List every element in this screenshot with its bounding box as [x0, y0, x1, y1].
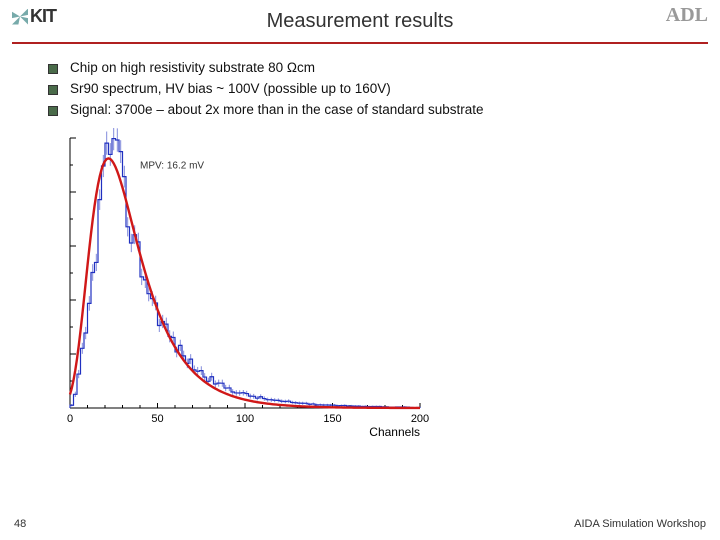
- spectrum-chart: 0 50 100 150 200Channels MPV: 16.2 mV: [30, 128, 430, 448]
- logo-left-text: KIT: [30, 6, 56, 27]
- svg-text:100: 100: [236, 413, 254, 425]
- logo-left: KIT: [12, 6, 56, 27]
- svg-text:MPV: 16.2 mV: MPV: 16.2 mV: [140, 161, 204, 172]
- svg-text:0: 0: [67, 413, 73, 425]
- chart-svg: 0 50 100 150 200Channels MPV: 16.2 mV: [30, 128, 430, 448]
- svg-text:Channels: Channels: [369, 425, 420, 439]
- footer-right-text: AIDA Simulation Workshop: [574, 518, 706, 530]
- bullet-item: Sr90 spectrum, HV bias ~ 100V (possible …: [48, 79, 720, 100]
- page-title: Measurement results: [267, 10, 454, 33]
- title-underline: [12, 42, 708, 44]
- bullet-list: Chip on high resistivity substrate 80 Ωc…: [48, 58, 720, 121]
- page-number: 48: [14, 518, 26, 530]
- svg-text:50: 50: [151, 413, 163, 425]
- logo-right: ADL: [666, 4, 708, 27]
- bullet-item: Chip on high resistivity substrate 80 Ωc…: [48, 58, 720, 79]
- bullet-item: Signal: 3700e – about 2x more than in th…: [48, 100, 720, 121]
- svg-text:150: 150: [323, 413, 341, 425]
- svg-text:200: 200: [411, 413, 429, 425]
- kit-fan-icon: [12, 9, 28, 25]
